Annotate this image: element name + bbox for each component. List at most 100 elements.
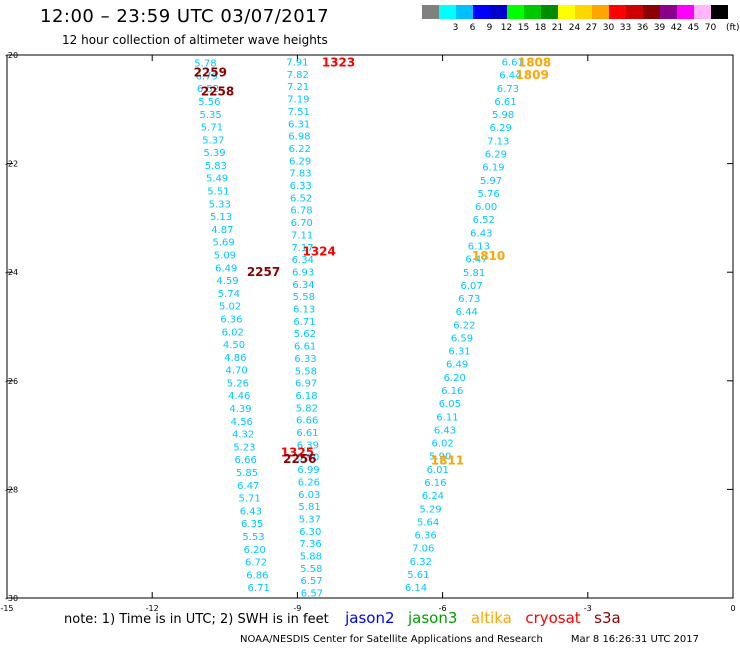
swh-value-label: 5.81 bbox=[298, 502, 320, 513]
scale-swatch bbox=[677, 5, 694, 19]
swh-value-label: 6.00 bbox=[475, 202, 497, 213]
swh-value-label: 5.78 bbox=[194, 59, 216, 70]
swh-value-label: 6.52 bbox=[197, 84, 219, 95]
swh-value-label: 6.29 bbox=[485, 150, 507, 161]
swh-value-label: 6.98 bbox=[288, 132, 310, 143]
swh-value-label: 5.33 bbox=[209, 199, 231, 210]
scale-label: 21 bbox=[551, 23, 564, 33]
swh-value-label: 6.02 bbox=[431, 439, 453, 450]
swh-value-label: 6.57 bbox=[301, 589, 323, 600]
swh-value-label: 6.71 bbox=[293, 317, 315, 328]
scale-unit: (ft) bbox=[726, 23, 740, 33]
y-tick-label: -20 bbox=[5, 51, 18, 60]
swh-value-label: 5.69 bbox=[212, 238, 234, 249]
scale-label: 42 bbox=[670, 23, 683, 33]
swh-value-label: 5.37 bbox=[299, 514, 321, 525]
swh-value-label: 5.64 bbox=[417, 517, 439, 528]
scale-label: 15 bbox=[517, 23, 530, 33]
swh-value-label: 7.17 bbox=[291, 243, 313, 254]
swh-value-label: 5.82 bbox=[296, 403, 318, 414]
scale-swatch bbox=[558, 5, 575, 19]
swh-value-label: 6.71 bbox=[248, 583, 270, 594]
swh-value-label: 6.20 bbox=[244, 545, 266, 556]
swh-value-label: 6.36 bbox=[415, 531, 437, 542]
swh-value-label: 6.44 bbox=[456, 307, 478, 318]
scale-swatch bbox=[507, 5, 524, 19]
legend: note: 1) Time is in UTC; 2) SWH is in fe… bbox=[64, 609, 630, 627]
swh-value-label: 5.29 bbox=[419, 504, 441, 515]
swh-value-label: 5.56 bbox=[198, 97, 220, 108]
swh-value-label: 6.29 bbox=[490, 123, 512, 134]
swh-value-label: 4.87 bbox=[211, 225, 233, 236]
swh-value-label: 5.58 bbox=[295, 366, 317, 377]
scale-swatch bbox=[473, 5, 490, 19]
swh-value-label: 5.85 bbox=[236, 468, 258, 479]
swh-value-label: 6.49 bbox=[215, 263, 237, 274]
legend-jason2: jason2 bbox=[345, 609, 395, 627]
swh-value-label: 6.11 bbox=[436, 412, 458, 423]
scale-label: 9 bbox=[486, 23, 493, 33]
scale-label: 45 bbox=[687, 23, 700, 33]
scale-swatch bbox=[456, 5, 473, 19]
swh-value-label: 6.44 bbox=[499, 71, 521, 82]
x-tick-label: 0 bbox=[730, 604, 735, 613]
swh-value-label: 5.81 bbox=[463, 268, 485, 279]
plot-area-frame bbox=[6, 54, 734, 599]
swh-value-label: 6.33 bbox=[290, 181, 312, 192]
swh-value-label: 7.82 bbox=[287, 70, 309, 81]
swh-value-label: 7.06 bbox=[412, 544, 434, 555]
legend-s3a: s3a bbox=[594, 609, 621, 627]
swh-value-label: 6.13 bbox=[293, 305, 315, 316]
x-tick-label: -15 bbox=[0, 604, 13, 613]
swh-value-label: 6.72 bbox=[245, 558, 267, 569]
legend-altika: altika bbox=[470, 609, 512, 627]
swh-value-label: 6.32 bbox=[410, 557, 432, 568]
swh-value-label: 6.43 bbox=[434, 425, 456, 436]
swh-value-label: 6.31 bbox=[288, 119, 310, 130]
swh-value-label: 6.97 bbox=[295, 379, 317, 390]
scale-swatch bbox=[643, 5, 660, 19]
swh-value-label: 5.88 bbox=[300, 552, 322, 563]
swh-value-label: 4.70 bbox=[225, 366, 247, 377]
swh-value-label: 6.34 bbox=[292, 280, 314, 291]
swh-value-label: 6.99 bbox=[297, 465, 319, 476]
scale-label: 70 bbox=[704, 23, 717, 33]
swh-value-label: 5.37 bbox=[202, 135, 224, 146]
scale-swatch bbox=[711, 5, 728, 19]
swh-value-label: 6.16 bbox=[424, 478, 446, 489]
swh-value-label: 5.74 bbox=[218, 289, 240, 300]
y-tick-label: -30 bbox=[5, 594, 18, 603]
swh-value-label: 4.39 bbox=[229, 404, 251, 415]
swh-value-label: 6.24 bbox=[422, 491, 444, 502]
swh-value-label: 4.46 bbox=[228, 391, 250, 402]
swh-value-label: 6.78 bbox=[290, 206, 312, 217]
pass-time-label: 1810 bbox=[472, 249, 505, 263]
swh-value-label: 6.30 bbox=[299, 527, 321, 538]
swh-value-label: 6.22 bbox=[289, 144, 311, 155]
scale-label: 36 bbox=[636, 23, 649, 33]
swh-value-label: 6.47 bbox=[237, 481, 259, 492]
scale-label: 24 bbox=[568, 23, 581, 33]
swh-value-label: 5.09 bbox=[214, 251, 236, 262]
swh-value-label: 5.39 bbox=[203, 148, 225, 159]
pass-time-label: 2258 bbox=[201, 84, 234, 98]
swh-value-label: 5.02 bbox=[219, 302, 241, 313]
pass-time-label: 2257 bbox=[247, 265, 280, 279]
pass-time-label: 1324 bbox=[302, 244, 335, 258]
swh-value-label: 6.22 bbox=[453, 320, 475, 331]
swh-value-label: 6.18 bbox=[295, 391, 317, 402]
swh-value-label: 6.43 bbox=[240, 506, 262, 517]
legend-cryosat: cryosat bbox=[525, 609, 581, 627]
scale-label: 27 bbox=[585, 23, 598, 33]
swh-value-label: 7.51 bbox=[288, 107, 310, 118]
swh-value-label: 6.52 bbox=[290, 193, 312, 204]
swh-value-label: 7.11 bbox=[291, 230, 313, 241]
pass-time-label: 2256 bbox=[283, 452, 316, 466]
swh-value-label: 5.58 bbox=[300, 564, 322, 575]
swh-value-label: 6.73 bbox=[458, 294, 480, 305]
swh-value-label: 5.23 bbox=[233, 442, 255, 453]
swh-value-label: 7.91 bbox=[286, 58, 308, 69]
swh-value-label: 5.71 bbox=[238, 494, 260, 505]
swh-value-label: 6.49 bbox=[446, 360, 468, 371]
swh-value-label: 6.79 bbox=[196, 71, 218, 82]
